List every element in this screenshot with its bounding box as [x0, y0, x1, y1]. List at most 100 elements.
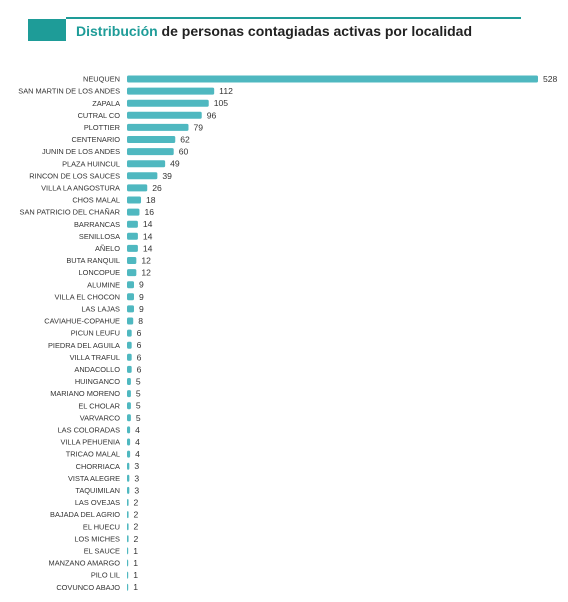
bar [127, 208, 140, 216]
data-label: 4 [135, 425, 140, 435]
bar [127, 450, 131, 458]
category-label: HUINGANCO [75, 377, 120, 386]
category-label: ANDACOLLO [74, 365, 120, 374]
bar [127, 281, 135, 289]
data-label: 18 [146, 195, 156, 205]
category-label: PIEDRA DEL AGUILA [48, 341, 120, 350]
bar [127, 123, 189, 131]
bar [127, 244, 138, 252]
chart-title-accent: Distribución [76, 23, 158, 39]
data-label: 5 [136, 377, 141, 387]
data-label: 6 [137, 352, 142, 362]
bar [127, 220, 138, 228]
category-label: NEUQUEN [83, 75, 120, 84]
category-label: CAVIAHUE-COPAHUE [44, 317, 120, 326]
data-label: 2 [134, 510, 139, 520]
data-label: 62 [180, 135, 190, 145]
category-label: ALUMINE [87, 280, 120, 289]
data-label: 528 [543, 74, 558, 84]
data-label: 14 [143, 219, 153, 229]
category-label: VILLA PEHUENIA [60, 438, 120, 447]
data-label: 8 [138, 316, 143, 326]
category-label: SENILLOSA [79, 232, 120, 241]
bar [127, 196, 142, 204]
data-label: 2 [134, 522, 139, 532]
data-label: 9 [139, 304, 144, 314]
bar [127, 111, 202, 119]
bar [127, 184, 148, 192]
data-label: 112 [219, 86, 233, 96]
category-label: SAN PATRICIO DEL CHAÑAR [20, 208, 120, 217]
bar [127, 365, 132, 373]
category-label: AÑELO [95, 244, 120, 253]
bar [127, 148, 174, 156]
data-label: 12 [141, 268, 151, 278]
category-label: VARVARCO [80, 413, 120, 422]
category-label: RINCON DE LOS SAUCES [29, 171, 120, 180]
category-label: SAN MARTIN DE LOS ANDES [18, 87, 120, 96]
data-label: 49 [170, 159, 180, 169]
data-label: 105 [214, 98, 229, 108]
data-label: 2 [134, 498, 139, 508]
bar [127, 486, 130, 494]
data-label: 4 [135, 449, 140, 459]
category-label: TRICAO MALAL [66, 450, 120, 459]
category-label: LAS OVEJAS [75, 498, 120, 507]
bar [127, 523, 129, 531]
data-label: 16 [144, 207, 154, 217]
bar [127, 257, 137, 264]
data-label: 12 [141, 256, 151, 266]
data-label: 5 [136, 401, 141, 411]
bar [127, 99, 209, 107]
category-label: VILLA EL CHOCON [55, 292, 120, 301]
bar [127, 353, 132, 361]
bar [127, 136, 176, 143]
bar [127, 547, 129, 555]
category-label: LOS MICHES [74, 534, 120, 543]
category-label: MANZANO AMARGO [49, 559, 121, 568]
data-label: 6 [137, 328, 142, 338]
bar [127, 87, 215, 95]
bar [127, 305, 135, 313]
bar [127, 535, 129, 543]
data-label: 39 [162, 171, 172, 181]
bar [127, 511, 129, 519]
data-label: 9 [139, 280, 144, 290]
data-label: 14 [143, 231, 153, 241]
category-label: BAJADA DEL AGRIO [50, 510, 120, 519]
category-label: CHOS MALAL [72, 196, 120, 205]
data-label: 5 [136, 389, 141, 399]
data-label: 1 [133, 546, 138, 556]
category-label: PLOTTIER [84, 123, 120, 132]
data-label: 4 [135, 437, 140, 447]
category-label: EL SAUCE [84, 547, 120, 556]
category-label: LAS LAJAS [81, 305, 120, 314]
bar [127, 414, 131, 422]
data-label: 1 [133, 582, 138, 592]
data-label: 1 [133, 558, 138, 568]
bar [127, 426, 131, 434]
category-label: PILO LIL [91, 571, 120, 580]
category-label: ZAPALA [92, 99, 120, 108]
data-label: 96 [207, 110, 217, 120]
category-label: LAS COLORADAS [58, 426, 121, 435]
category-label: EL CHOLAR [78, 401, 120, 410]
bar [127, 559, 129, 567]
bar [127, 571, 129, 579]
category-label: MARIANO MORENO [50, 389, 120, 398]
bar [127, 293, 135, 301]
bar [127, 232, 138, 240]
bar [127, 474, 130, 482]
data-label: 3 [134, 485, 139, 495]
data-label: 14 [143, 243, 153, 253]
data-label: 9 [139, 292, 144, 302]
category-label: TAQUIMILAN [75, 486, 120, 495]
data-label: 3 [134, 473, 139, 483]
bar [127, 329, 132, 337]
bar [127, 499, 129, 506]
category-label: PLAZA HUINCUL [62, 159, 120, 168]
data-label: 26 [152, 183, 162, 193]
category-label: CENTENARIO [72, 135, 121, 144]
bar [127, 160, 166, 168]
category-label: COVUNCO ABAJO [56, 583, 120, 592]
